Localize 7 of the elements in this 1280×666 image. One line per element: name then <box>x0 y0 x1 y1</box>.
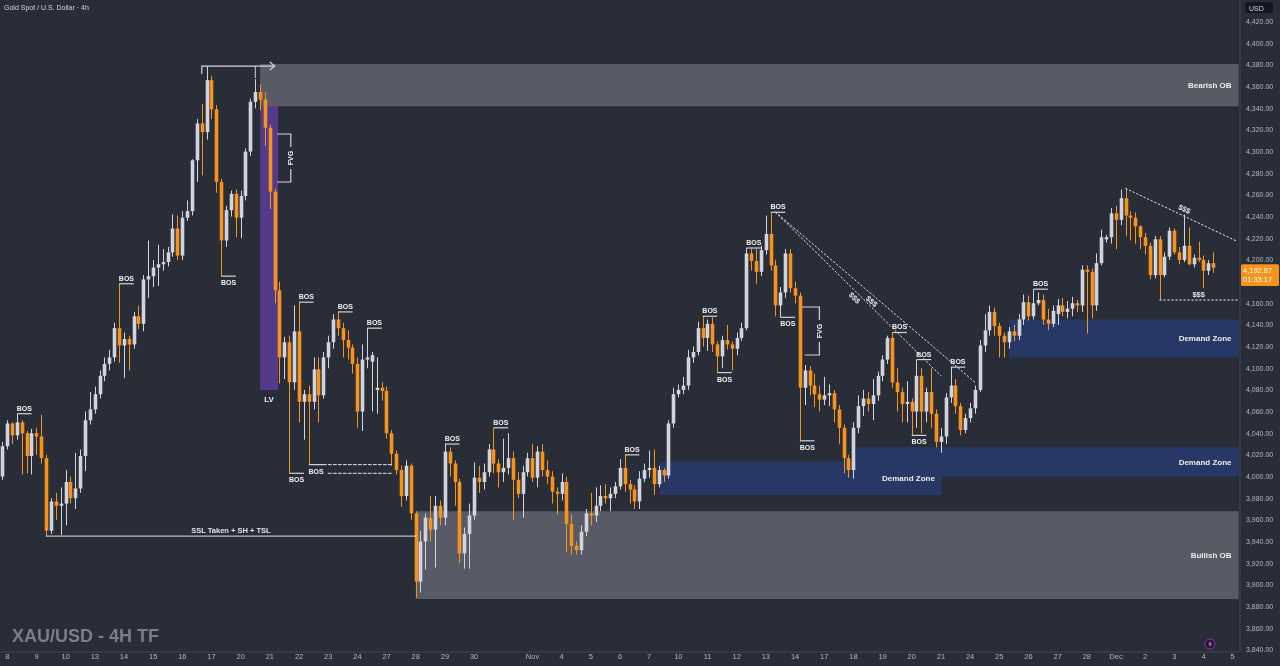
band-label: Bearish OB <box>1187 81 1232 91</box>
band-label: Bullish OB <box>1190 551 1232 561</box>
band-label: Demand Zone <box>882 474 936 484</box>
band-label: Demand Zone <box>1178 457 1233 467</box>
band-label: Demand Zone <box>1178 334 1233 344</box>
annotation: XAU/USD - 4H TF <box>12 626 160 646</box>
annotation: LV <box>264 395 275 404</box>
